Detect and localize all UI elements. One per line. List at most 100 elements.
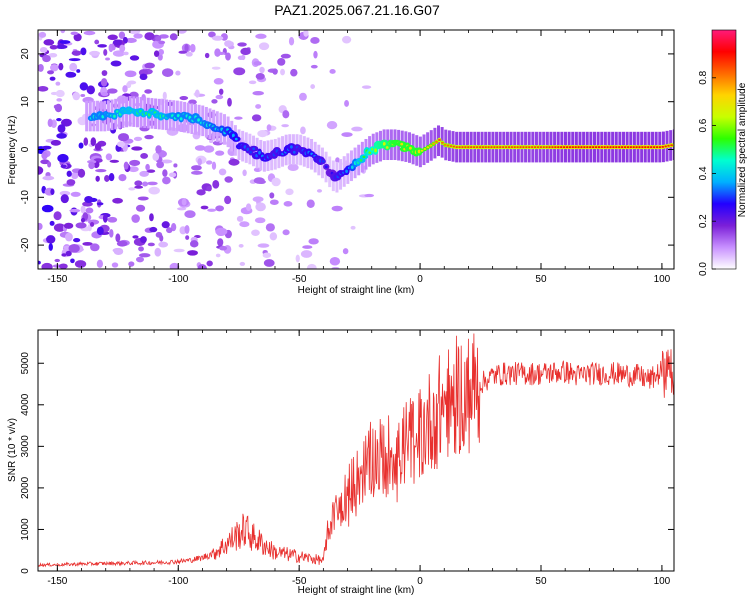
ridge-core [455,146,459,149]
ridge-core [617,146,621,149]
noise-blob [153,50,160,57]
noise-blob [215,94,224,100]
noise-blob [73,33,82,42]
noise-blob [236,215,244,222]
noise-blob [173,248,185,253]
ridge-core [417,149,421,154]
ridge-core [644,146,647,149]
ridge-core [533,146,537,149]
ridge-core [588,146,592,149]
ridge-core [548,146,552,149]
noise-blob [310,64,318,69]
noise-blob [58,62,64,71]
noise-blob [218,88,224,95]
ridge-core [374,148,377,153]
noise-blob [124,70,137,78]
noise-blob [225,52,231,61]
ridge-core [321,160,325,163]
noise-blob [240,47,251,56]
noise-blob [80,47,87,56]
noise-blob [188,99,197,105]
snr-series-line [38,333,674,568]
noise-blob [162,169,168,177]
noise-blob [49,44,58,50]
ridge-core [458,146,462,149]
noise-blob [50,64,59,72]
spectrogram-y-axis: -20 -10 0 10 20 [20,48,674,252]
noise-blob [60,118,72,127]
ridge-core [565,146,569,149]
noise-blob [179,96,189,101]
noise-blob [109,159,120,163]
noise-blob [111,262,119,268]
noise-blob [86,85,95,95]
noise-blob [215,205,225,212]
noise-blob [131,214,140,223]
noise-blob [96,202,104,206]
ridge-core [664,145,668,148]
noise-blob [65,250,72,257]
noise-blob [60,194,69,204]
noise-blob [94,142,102,151]
noise-blob [144,89,153,94]
ridge-core [507,146,511,149]
noise-blob [189,43,196,53]
noise-blob [285,188,294,196]
noise-blob [211,161,217,170]
y-tick-label: 4000 [20,393,31,416]
ridge-core [467,146,470,149]
noise-blob [49,220,55,226]
noise-blob [76,69,81,73]
noise-blob [194,145,206,151]
ridge-core [641,146,644,149]
noise-blob [54,258,60,263]
noise-blob [82,241,93,246]
noise-blob [38,260,41,265]
noise-blob [69,62,78,72]
noise-blob [149,213,154,222]
ridge-core [655,146,659,149]
noise-blob [149,226,158,233]
y-tick-label: -10 [20,190,31,205]
y-tick-label: 10 [20,96,31,108]
noise-blob [176,30,187,34]
noise-blob [77,168,86,178]
noise-blob [300,126,306,135]
noise-blob [134,185,144,189]
noise-blob [71,50,82,56]
noise-blob [113,247,124,256]
noise-blob [96,259,104,268]
noise-blob [302,245,313,249]
noise-blob [159,234,164,242]
ridge-core [530,146,534,149]
noise-blob [70,31,79,36]
ridge-core [385,146,389,149]
ridge-core [252,147,256,151]
noise-blob [59,40,71,44]
ridge-core [423,148,427,151]
noise-blob [127,80,137,85]
noise-blob [341,132,353,137]
noise-blob [138,253,151,258]
noise-blob [135,256,145,263]
noise-blob [313,50,318,59]
noise-blob [204,52,210,59]
noise-blob [308,238,319,245]
noise-blob [104,174,110,182]
noise-blob [238,243,244,248]
x-tick-label: -50 [292,274,307,285]
spectrogram-x-axis: -150 -100 -50 0 50 100 [47,30,671,285]
spectrogram-y-label: Frequency (Hz) [7,116,18,185]
noise-blob [326,121,338,130]
noise-blob [169,262,180,269]
noise-blob [56,117,62,122]
noise-blob [100,78,108,87]
noise-blob [310,37,320,44]
noise-blob [59,263,68,269]
noise-blob [288,37,295,46]
x-tick-label: -150 [47,576,67,587]
x-tick-label: 100 [654,576,671,587]
noise-blob [134,180,143,187]
noise-blob [128,30,141,35]
noise-blob [152,152,160,161]
